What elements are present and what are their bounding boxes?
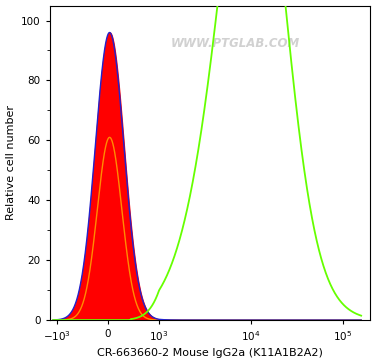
X-axis label: CR-663660-2 Mouse IgG2a (K11A1B2A2): CR-663660-2 Mouse IgG2a (K11A1B2A2) (97, 348, 323, 359)
Y-axis label: Relative cell number: Relative cell number (6, 105, 15, 220)
Text: WWW.PTGLAB.COM: WWW.PTGLAB.COM (171, 37, 300, 50)
